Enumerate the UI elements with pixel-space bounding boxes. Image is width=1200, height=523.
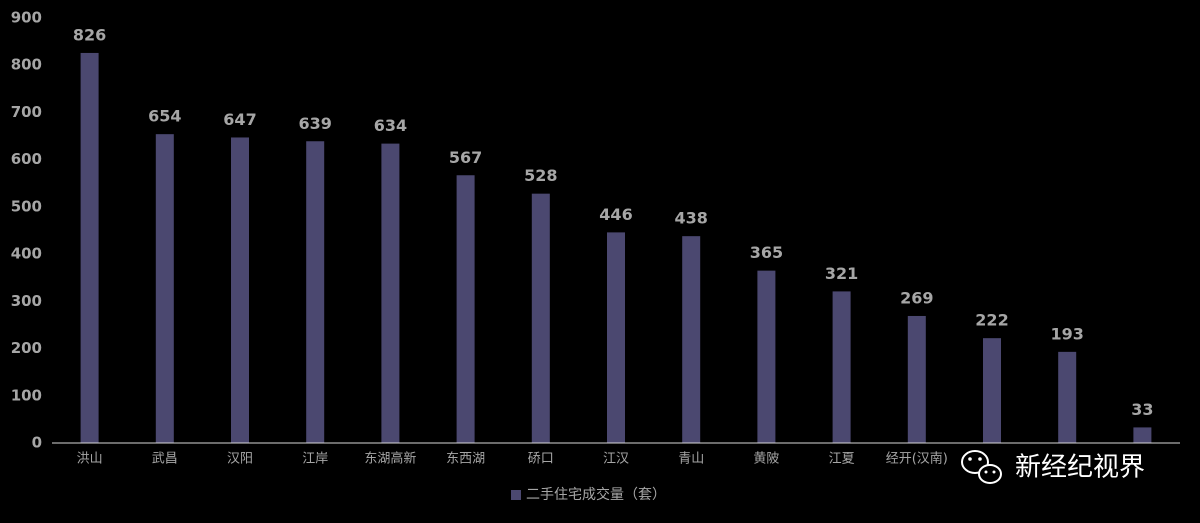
- legend-label: 二手住宅成交量（套）: [526, 486, 666, 503]
- data-label: 321: [825, 264, 858, 283]
- bar: [381, 143, 400, 443]
- y-tick-label: 100: [11, 386, 42, 404]
- x-tick-label: 江夏: [829, 452, 855, 467]
- data-label: 634: [374, 116, 407, 135]
- y-tick-label: 800: [11, 56, 42, 74]
- data-label: 365: [750, 243, 783, 262]
- watermark: 新经纪视界: [1015, 453, 1145, 483]
- data-label: 647: [223, 110, 256, 129]
- x-tick-label: 武昌: [152, 452, 178, 467]
- y-tick-label: 500: [11, 197, 42, 215]
- bar: [231, 137, 249, 443]
- x-tick-label: 洪山: [77, 452, 103, 467]
- x-tick-label: 青山: [678, 452, 704, 467]
- data-label: 33: [1131, 400, 1153, 419]
- data-label: 438: [674, 209, 707, 228]
- bar: [306, 141, 325, 443]
- y-tick-label: 400: [11, 245, 42, 263]
- bar: [983, 338, 1001, 443]
- data-label: 639: [298, 114, 331, 133]
- bar: [757, 270, 776, 443]
- bar: [80, 52, 99, 443]
- x-tick-label: 江岸: [302, 452, 328, 467]
- data-label: 528: [524, 166, 557, 185]
- y-tick-label: 600: [11, 150, 42, 168]
- bar: [531, 193, 550, 443]
- watermark-icon: [961, 450, 1002, 484]
- y-tick-label: 200: [11, 339, 42, 357]
- x-tick-label: 经开(汉南): [886, 451, 948, 467]
- x-tick-label: 黄陂: [753, 451, 779, 467]
- bar: [456, 175, 475, 443]
- x-tick-label: 汉阳: [227, 452, 253, 467]
- data-label: 222: [975, 311, 1008, 330]
- bar: [1058, 351, 1077, 443]
- bar: [682, 236, 701, 443]
- bar: [607, 232, 625, 443]
- x-tick-label: 硚口: [528, 452, 554, 467]
- bar: [907, 315, 926, 443]
- x-tick-label: 东西湖: [446, 452, 485, 467]
- bar: [155, 134, 174, 443]
- data-label: 193: [1050, 324, 1083, 343]
- legend-swatch: [511, 490, 521, 500]
- y-tick-label: 900: [11, 9, 42, 27]
- data-label: 446: [599, 205, 632, 224]
- data-label: 654: [148, 107, 181, 126]
- bar: [832, 291, 851, 443]
- y-tick-label: 700: [11, 103, 42, 121]
- data-label: 567: [449, 148, 482, 167]
- x-tick-label: 江汉: [603, 452, 629, 467]
- x-tick-label: 东湖高新: [364, 451, 416, 467]
- y-tick-label: 0: [32, 434, 42, 452]
- bar: [1133, 427, 1152, 443]
- data-label: 269: [900, 288, 933, 307]
- y-tick-label: 300: [11, 292, 42, 310]
- data-label: 826: [73, 25, 106, 44]
